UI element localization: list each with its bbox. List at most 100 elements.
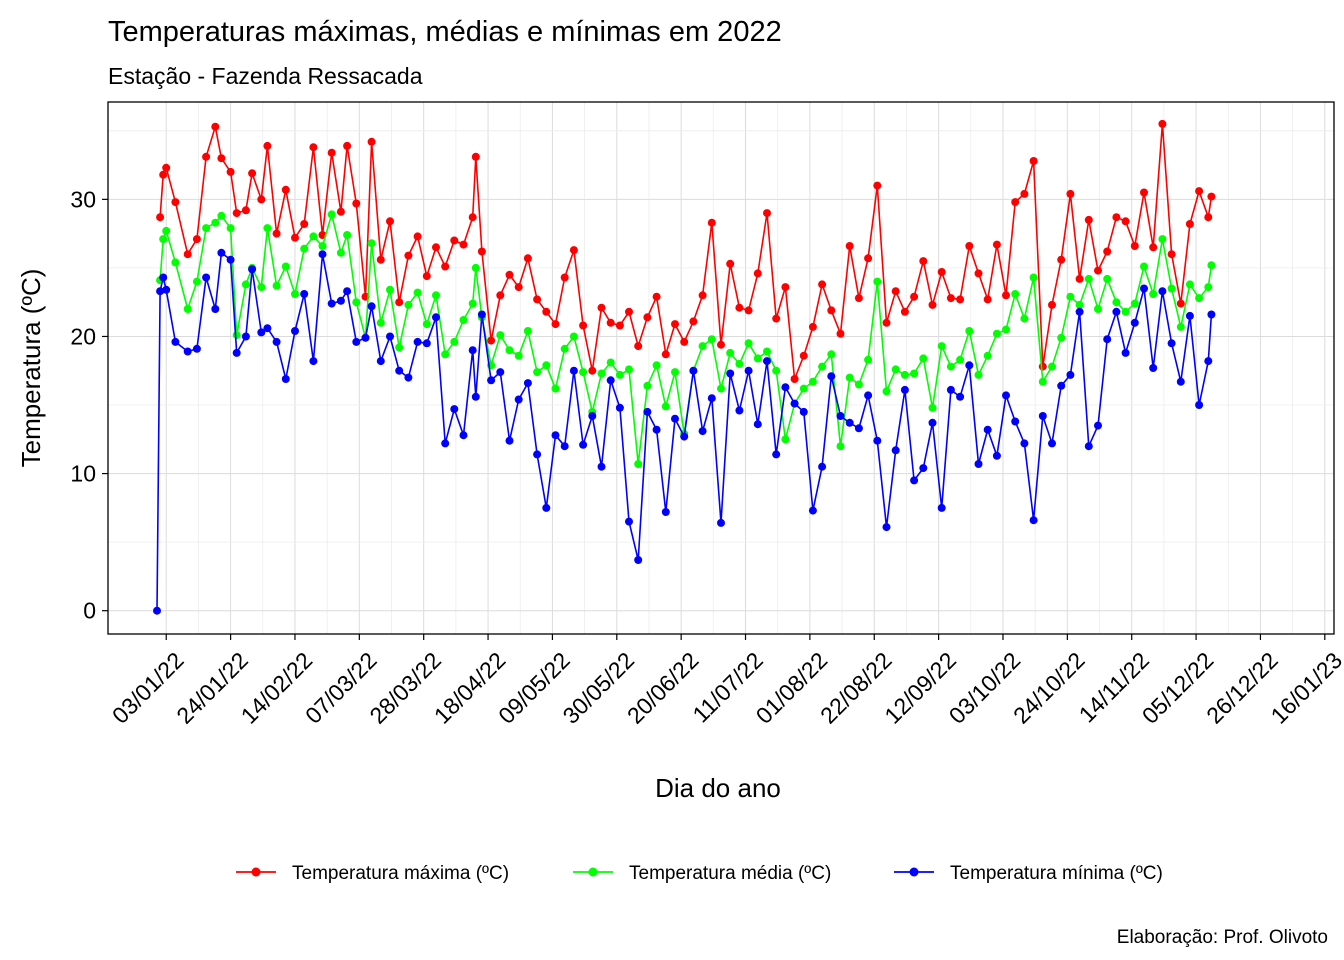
data-point bbox=[882, 318, 891, 327]
data-point bbox=[376, 357, 385, 366]
data-point bbox=[153, 606, 161, 615]
legend-label: Temperatura média (ºC) bbox=[629, 863, 831, 884]
data-point bbox=[542, 361, 551, 370]
data-point bbox=[634, 460, 643, 468]
data-point bbox=[505, 436, 514, 445]
data-point bbox=[272, 337, 281, 346]
x-tick-label: 24/10/22 bbox=[1008, 647, 1090, 729]
data-point bbox=[569, 366, 578, 375]
data-point bbox=[900, 307, 909, 316]
chart-subtitle: Estação - Fazenda Ressacada bbox=[108, 63, 423, 89]
data-point bbox=[1121, 217, 1130, 226]
legend-key-point bbox=[251, 867, 261, 877]
data-point bbox=[232, 331, 241, 340]
data-point bbox=[579, 440, 588, 449]
data-point bbox=[395, 343, 404, 352]
data-point bbox=[162, 163, 171, 172]
legend-key-point bbox=[909, 867, 919, 877]
data-point bbox=[698, 342, 707, 351]
data-point bbox=[459, 240, 468, 249]
data-point bbox=[291, 327, 299, 335]
data-point bbox=[689, 366, 698, 375]
data-point bbox=[680, 337, 689, 346]
data-point bbox=[413, 232, 422, 241]
data-point bbox=[1140, 188, 1148, 197]
data-point bbox=[808, 506, 817, 515]
data-point bbox=[1002, 291, 1010, 300]
data-point bbox=[836, 329, 845, 338]
data-point bbox=[928, 300, 937, 309]
data-point bbox=[183, 305, 192, 313]
data-point bbox=[395, 298, 404, 307]
data-point bbox=[477, 247, 486, 256]
data-point bbox=[854, 294, 863, 303]
data-point bbox=[1103, 247, 1112, 256]
x-axis-label: Dia do ano bbox=[655, 773, 781, 803]
data-point bbox=[808, 322, 817, 331]
data-point bbox=[1158, 235, 1167, 244]
data-point bbox=[818, 462, 827, 471]
data-point bbox=[1121, 307, 1130, 316]
data-point bbox=[241, 206, 250, 215]
data-point bbox=[471, 263, 480, 272]
data-point bbox=[781, 283, 790, 292]
data-point bbox=[735, 406, 744, 415]
data-point bbox=[248, 169, 257, 178]
data-point bbox=[336, 207, 345, 216]
data-point bbox=[1094, 305, 1102, 313]
data-point bbox=[1057, 333, 1066, 342]
data-point bbox=[1057, 381, 1066, 390]
data-point bbox=[217, 248, 226, 257]
data-point bbox=[717, 340, 725, 349]
data-point bbox=[1167, 339, 1176, 348]
data-point bbox=[533, 368, 542, 377]
data-point bbox=[763, 347, 771, 356]
data-point bbox=[735, 359, 744, 368]
data-point bbox=[432, 243, 440, 252]
data-point bbox=[386, 217, 394, 226]
data-point bbox=[643, 407, 652, 416]
data-point bbox=[309, 232, 318, 241]
data-point bbox=[232, 348, 241, 357]
data-point bbox=[226, 224, 235, 233]
data-point bbox=[910, 292, 919, 301]
data-point bbox=[560, 442, 569, 451]
data-point bbox=[671, 368, 679, 377]
data-point bbox=[202, 152, 211, 161]
data-point bbox=[505, 346, 514, 355]
data-point bbox=[1075, 300, 1084, 309]
data-point bbox=[514, 395, 523, 404]
data-point bbox=[726, 348, 735, 357]
data-point bbox=[367, 137, 376, 146]
data-point bbox=[1002, 325, 1010, 334]
data-point bbox=[625, 307, 633, 316]
data-point bbox=[542, 307, 551, 316]
data-point bbox=[1204, 283, 1213, 292]
data-point bbox=[965, 327, 974, 335]
data-point bbox=[432, 313, 440, 322]
data-point bbox=[845, 242, 854, 250]
y-tick-label: 10 bbox=[70, 461, 96, 487]
data-point bbox=[671, 414, 679, 423]
data-point bbox=[300, 220, 309, 228]
data-point bbox=[1207, 261, 1216, 270]
data-point bbox=[468, 213, 477, 222]
data-point bbox=[422, 320, 431, 329]
chart-title: Temperaturas máximas, médias e mínimas e… bbox=[108, 16, 782, 48]
data-point bbox=[1158, 119, 1167, 128]
data-point bbox=[937, 503, 946, 512]
data-point bbox=[1167, 250, 1176, 259]
data-point bbox=[873, 181, 882, 190]
data-point bbox=[1011, 198, 1020, 207]
data-point bbox=[1176, 322, 1185, 331]
data-point bbox=[376, 255, 385, 264]
data-point bbox=[257, 283, 266, 292]
data-point bbox=[937, 268, 946, 276]
data-point bbox=[441, 262, 450, 271]
data-point bbox=[1185, 220, 1194, 228]
data-point bbox=[1094, 266, 1102, 275]
data-point bbox=[272, 281, 281, 290]
data-point bbox=[836, 412, 845, 420]
y-tick-label: 20 bbox=[70, 323, 96, 349]
data-point bbox=[900, 385, 909, 394]
